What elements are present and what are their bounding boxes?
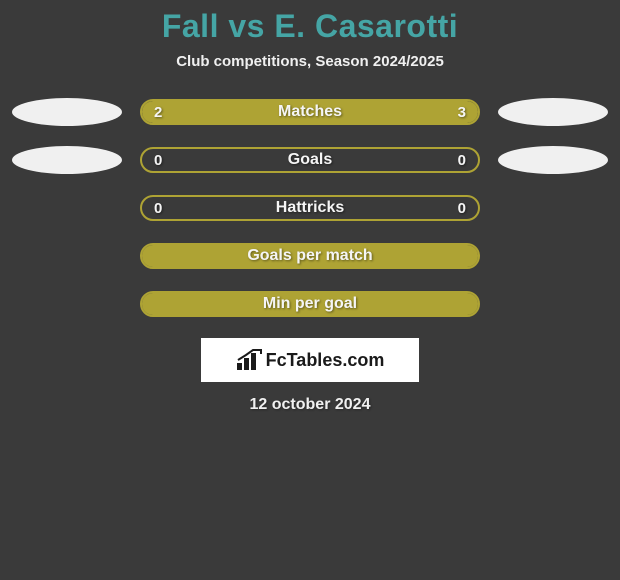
stat-bar: 0 Hattricks 0 [140,195,480,221]
comparison-infographic: Fall vs E. Casarotti Club competitions, … [0,0,620,414]
stat-row: Min per goal [0,290,620,318]
stat-bar: Min per goal [140,291,480,317]
stat-value-right: 0 [458,200,466,217]
ellipse-spacer [12,242,122,270]
ellipse-spacer [498,194,608,222]
stat-row: 0 Goals 0 [0,146,620,174]
logo-text: FcTables.com [266,350,385,371]
stat-bar: 2 Matches 3 [140,99,480,125]
ellipse-spacer [12,290,122,318]
stat-value-right: 0 [458,152,466,169]
logo-chart-icon [236,349,262,371]
date-text: 12 october 2024 [0,396,620,414]
ellipse-spacer [498,242,608,270]
stat-rows: 2 Matches 3 0 Goals 0 0 Hattricks 0 Goals per mat… [0,98,620,318]
stat-value-left: 0 [154,152,162,169]
stat-label: Goals per match [247,247,372,265]
player-ellipse-right [498,146,608,174]
stat-value-right: 3 [458,104,466,121]
player-ellipse-left [12,98,122,126]
subtitle: Club competitions, Season 2024/2025 [0,53,620,70]
stat-row: Goals per match [0,242,620,270]
stat-label: Hattricks [276,199,344,217]
stat-value-left: 0 [154,200,162,217]
stat-row: 0 Hattricks 0 [0,194,620,222]
stat-bar: 0 Goals 0 [140,147,480,173]
ellipse-spacer [12,194,122,222]
stat-label: Matches [278,103,342,121]
ellipse-spacer [498,290,608,318]
player-ellipse-left [12,146,122,174]
page-title: Fall vs E. Casarotti [0,8,620,45]
player-ellipse-right [498,98,608,126]
stat-bar: Goals per match [140,243,480,269]
stat-label: Min per goal [263,295,357,313]
stat-row: 2 Matches 3 [0,98,620,126]
stat-value-left: 2 [154,104,162,121]
stat-label: Goals [288,151,332,169]
logo-box: FcTables.com [201,338,419,382]
